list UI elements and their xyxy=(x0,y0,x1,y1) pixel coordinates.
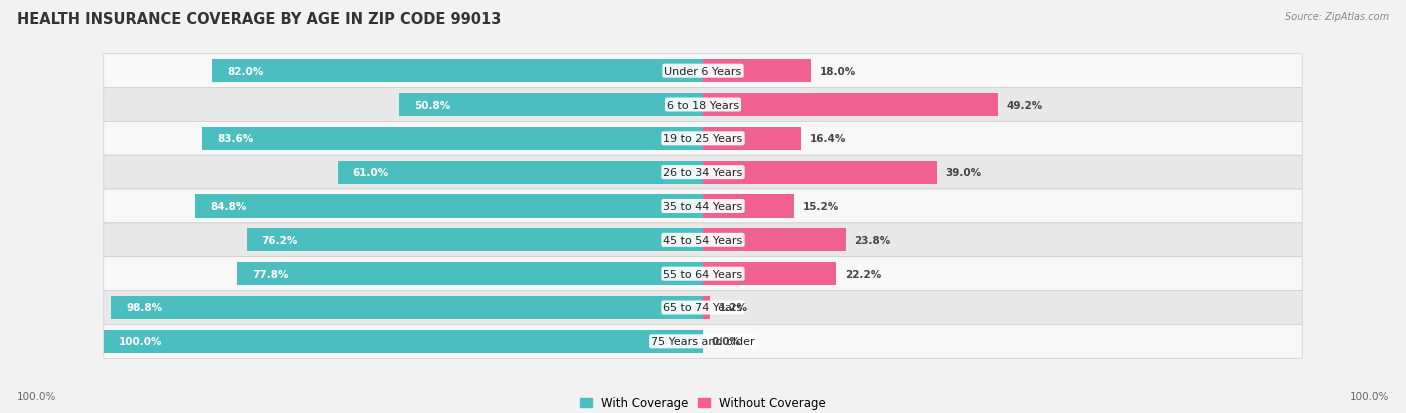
Text: 35 to 44 Years: 35 to 44 Years xyxy=(664,202,742,211)
Bar xyxy=(703,94,998,117)
Text: 76.2%: 76.2% xyxy=(262,235,298,245)
FancyBboxPatch shape xyxy=(104,257,1302,291)
Text: 22.2%: 22.2% xyxy=(845,269,882,279)
Text: 100.0%: 100.0% xyxy=(1350,391,1389,401)
Bar xyxy=(703,296,710,319)
FancyBboxPatch shape xyxy=(104,291,1302,325)
Text: 100.0%: 100.0% xyxy=(120,337,163,347)
Text: 18.0%: 18.0% xyxy=(820,66,856,76)
Text: 98.8%: 98.8% xyxy=(127,303,163,313)
FancyBboxPatch shape xyxy=(104,55,1302,88)
Text: 0.0%: 0.0% xyxy=(711,337,741,347)
Text: 49.2%: 49.2% xyxy=(1007,100,1043,110)
Bar xyxy=(337,161,703,184)
FancyBboxPatch shape xyxy=(104,223,1302,257)
Text: 26 to 34 Years: 26 to 34 Years xyxy=(664,168,742,178)
FancyBboxPatch shape xyxy=(104,156,1302,190)
Text: 16.4%: 16.4% xyxy=(810,134,846,144)
Text: 6 to 18 Years: 6 to 18 Years xyxy=(666,100,740,110)
Bar xyxy=(238,263,703,285)
Text: Source: ZipAtlas.com: Source: ZipAtlas.com xyxy=(1285,12,1389,22)
Bar xyxy=(703,229,845,252)
Text: 61.0%: 61.0% xyxy=(353,168,389,178)
Bar xyxy=(399,94,703,117)
Text: 55 to 64 Years: 55 to 64 Years xyxy=(664,269,742,279)
Bar xyxy=(111,296,703,319)
Text: 45 to 54 Years: 45 to 54 Years xyxy=(664,235,742,245)
Bar xyxy=(703,128,801,150)
Bar xyxy=(703,161,936,184)
Bar xyxy=(202,128,703,150)
Legend: With Coverage, Without Coverage: With Coverage, Without Coverage xyxy=(575,392,831,413)
Bar xyxy=(212,60,703,83)
Bar xyxy=(703,195,794,218)
Text: 15.2%: 15.2% xyxy=(803,202,839,211)
Text: 23.8%: 23.8% xyxy=(855,235,891,245)
FancyBboxPatch shape xyxy=(104,88,1302,122)
Text: 82.0%: 82.0% xyxy=(226,66,263,76)
Text: 19 to 25 Years: 19 to 25 Years xyxy=(664,134,742,144)
Text: 1.2%: 1.2% xyxy=(720,303,748,313)
Text: 83.6%: 83.6% xyxy=(218,134,253,144)
Text: 100.0%: 100.0% xyxy=(17,391,56,401)
Bar xyxy=(195,195,703,218)
FancyBboxPatch shape xyxy=(104,122,1302,156)
Text: 50.8%: 50.8% xyxy=(413,100,450,110)
Bar xyxy=(703,60,811,83)
Text: 84.8%: 84.8% xyxy=(209,202,246,211)
Text: Under 6 Years: Under 6 Years xyxy=(665,66,741,76)
Text: 65 to 74 Years: 65 to 74 Years xyxy=(664,303,742,313)
Bar xyxy=(703,263,837,285)
Text: 39.0%: 39.0% xyxy=(945,168,981,178)
Text: 75 Years and older: 75 Years and older xyxy=(651,337,755,347)
Text: HEALTH INSURANCE COVERAGE BY AGE IN ZIP CODE 99013: HEALTH INSURANCE COVERAGE BY AGE IN ZIP … xyxy=(17,12,502,27)
Bar xyxy=(246,229,703,252)
FancyBboxPatch shape xyxy=(104,325,1302,358)
FancyBboxPatch shape xyxy=(104,190,1302,223)
Bar xyxy=(104,330,703,353)
Text: 77.8%: 77.8% xyxy=(252,269,288,279)
